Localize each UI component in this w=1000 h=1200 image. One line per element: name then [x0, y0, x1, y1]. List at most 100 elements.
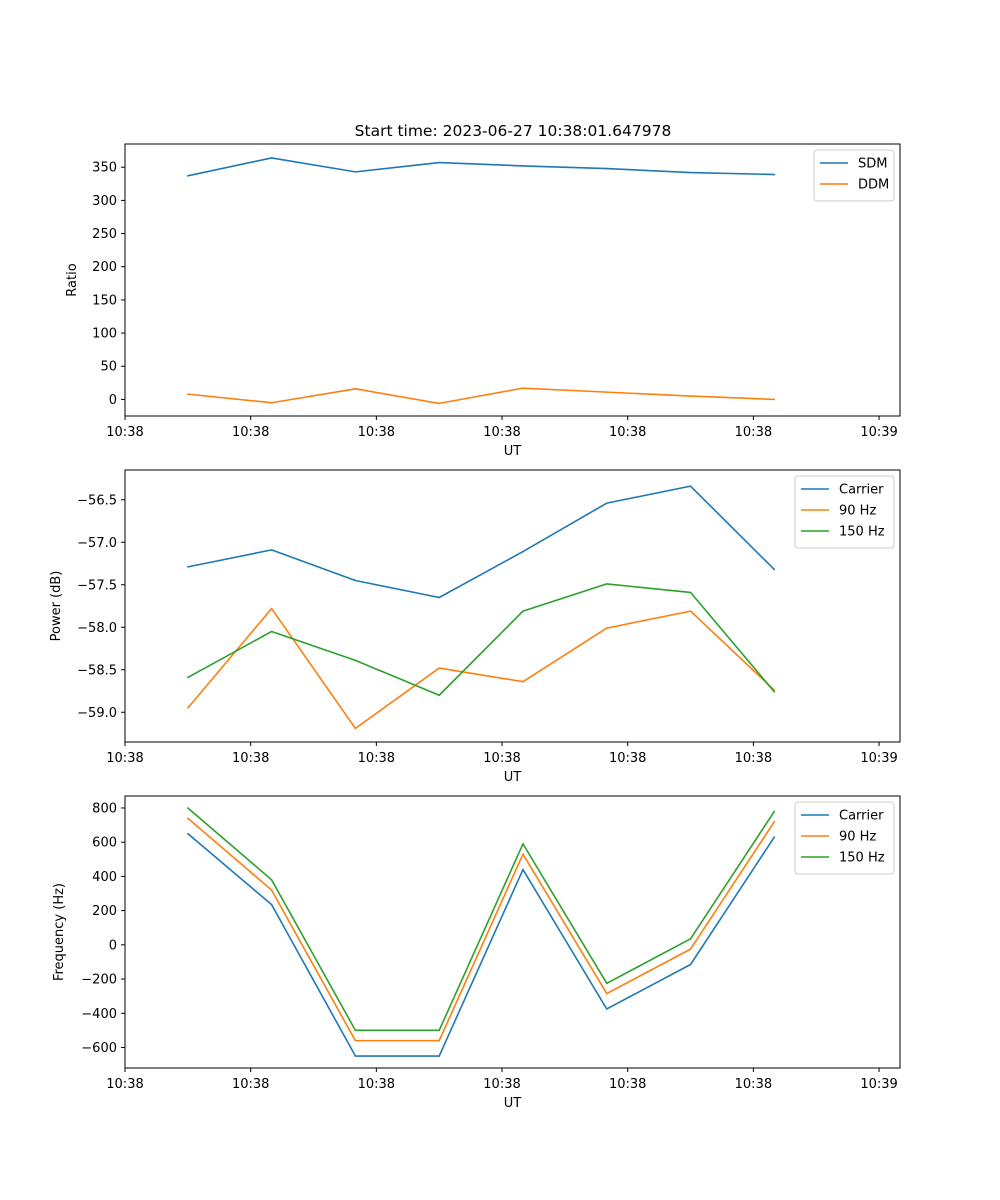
chart-1-series-2-point	[354, 388, 357, 390]
chart-3-series-2-point	[522, 853, 524, 855]
chart-2-legend-label: 90 Hz	[839, 504, 876, 519]
chart-3-series-1-point	[522, 868, 524, 871]
chart-2-x-tick-label: 10:38	[358, 751, 395, 766]
chart-2-x-tick-label: 10:38	[609, 751, 646, 766]
chart-2-y-tick-label: −56.5	[77, 493, 117, 508]
chart-2-series-3-point	[605, 583, 608, 585]
chart-2-series-3-point	[354, 659, 357, 662]
chart-1-series-1-point	[773, 173, 776, 176]
chart-1-y-axis-label: Ratio	[65, 263, 80, 296]
chart-2-x-tick-label: 10:38	[106, 751, 143, 766]
chart-3-legend-label: Carrier	[839, 809, 884, 824]
chart-2-x-tick-label: 10:38	[735, 751, 772, 766]
chart-2-series-1-point	[187, 566, 189, 568]
chart-1: 10:38 10:38 10:38 10:38 10:38 10:38 10:39 0 50 10…	[65, 143, 901, 459]
chart-2-y-tick-label: −57.0	[77, 536, 117, 551]
chart-3-series-2-point	[773, 820, 776, 823]
chart-3-legend-label: 150 Hz	[839, 851, 885, 866]
chart-2-y-tick-label: −58.0	[77, 621, 117, 636]
chart-2-series-3-point	[187, 676, 189, 679]
chart-2-series-line-3	[187, 583, 775, 697]
chart-2-legend-label: 150 Hz	[839, 525, 885, 540]
chart-3-series-1-point	[438, 1055, 440, 1057]
figure-title: Start time: 2023-06-27 10:38:01.647978	[355, 122, 672, 140]
chart-1-series-line-2	[187, 387, 775, 405]
chart-1-x-tick-label: 10:38	[483, 425, 520, 440]
chart-3-series-3-point	[187, 807, 189, 809]
chart-3-legend-label: 90 Hz	[839, 830, 876, 845]
chart-1-y-tick-label: 200	[92, 260, 117, 275]
chart-3-y-tick-label: −600	[81, 1041, 117, 1056]
chart-2-series-3-point	[689, 591, 692, 594]
chart-1-series-1-point	[187, 175, 189, 177]
chart-3-series-3-point	[354, 1029, 357, 1032]
chart-2-legend-label: Carrier	[839, 483, 884, 498]
chart-2-y-tick-label: −59.0	[77, 706, 117, 721]
chart-2-series-line-2	[187, 607, 775, 730]
chart-2-series-line-1	[187, 485, 775, 599]
chart-2-x-tick-label: 10:38	[232, 751, 269, 766]
chart-3-y-tick-label: 200	[92, 904, 117, 919]
chart-1-y-tick-label: 50	[100, 360, 117, 375]
chart-1-series-2-point	[605, 391, 608, 393]
chart-3-series-3-point	[438, 1029, 440, 1032]
chart-1-x-tick-label: 10:38	[106, 425, 143, 440]
charts-container: 10:38 10:38 10:38 10:38 10:38 10:38 10:39 0 50 10…	[49, 143, 901, 1111]
chart-3-x-tick-label: 10:39	[860, 1077, 897, 1092]
chart-2-series-3-point	[270, 630, 273, 633]
chart-2-axes-frame	[124, 469, 901, 743]
chart-3-x-tick-label: 10:38	[232, 1077, 269, 1092]
chart-3-y-tick-label: 0	[109, 938, 117, 953]
chart-1-x-tick-label: 10:38	[232, 425, 269, 440]
chart-2-x-tick-label: 10:38	[483, 751, 520, 766]
chart-3-series-1-point	[187, 832, 189, 835]
chart-1-x-tick-label: 10:38	[609, 425, 646, 440]
chart-1-series-1-point	[605, 167, 608, 170]
chart-1-series-2-point	[187, 393, 189, 395]
chart-1-axes-frame	[124, 143, 901, 417]
chart-2-series-2-point	[522, 680, 524, 683]
chart-1-y-tick-label: 250	[92, 227, 117, 242]
chart-2-series-2-point	[354, 727, 357, 730]
chart-1-series-1-point	[689, 171, 692, 174]
chart-3-x-tick-label: 10:38	[609, 1077, 646, 1092]
chart-3-series-3-point	[605, 982, 608, 985]
chart-3-x-tick-label: 10:38	[358, 1077, 395, 1092]
chart-2-series-2-point	[438, 667, 440, 669]
chart-3-series-3-point	[689, 938, 692, 940]
chart-3-y-tick-label: 800	[92, 801, 117, 816]
chart-1-legend-label: DDM	[858, 178, 889, 193]
chart-2-x-tick-label: 10:39	[860, 751, 897, 766]
chart-2-legend: Carrier 90 Hz 150 Hz	[794, 475, 895, 549]
chart-3-series-2-point	[270, 889, 273, 891]
chart-1-y-tick-label: 350	[92, 161, 117, 176]
chart-3-series-1-point	[270, 903, 273, 906]
chart-1-y-tick-label: 100	[92, 327, 117, 342]
chart-2-series-1-point	[605, 502, 608, 504]
chart-3-legend: Carrier 90 Hz 150 Hz	[794, 801, 895, 875]
chart-3-series-3-point	[522, 843, 524, 845]
chart-1-series-2-point	[438, 402, 440, 405]
chart-1-series-1-point	[438, 161, 440, 164]
chart-3-series-2-point	[605, 992, 608, 995]
chart-1-y-tick-label: 300	[92, 194, 117, 209]
chart-3-series-2-point	[354, 1039, 357, 1042]
chart-3-x-axis-label: UT	[504, 1096, 522, 1111]
chart-2-legend-box	[794, 475, 895, 549]
chart-1-series-2-point	[522, 387, 524, 389]
chart-2-x-axis-label: UT	[504, 770, 522, 785]
chart-3-series-1-point	[689, 963, 692, 966]
chart-2-series-1-point	[689, 485, 692, 487]
chart-3-legend-box	[794, 801, 895, 875]
chart-2-y-axis-label: Power (dB)	[49, 571, 64, 642]
chart-1-series-2-point	[689, 395, 692, 397]
chart-1-y-tick-label: 0	[109, 393, 117, 408]
chart-1-series-2-point	[270, 401, 273, 404]
chart-2-series-2-point	[605, 627, 608, 629]
chart-3-y-tick-label: 400	[92, 870, 117, 885]
chart-2-series-3-point	[438, 694, 440, 697]
chart-1-x-tick-label: 10:38	[358, 425, 395, 440]
chart-1-x-axis-label: UT	[504, 444, 522, 459]
chart-2-series-1-point	[438, 596, 440, 599]
